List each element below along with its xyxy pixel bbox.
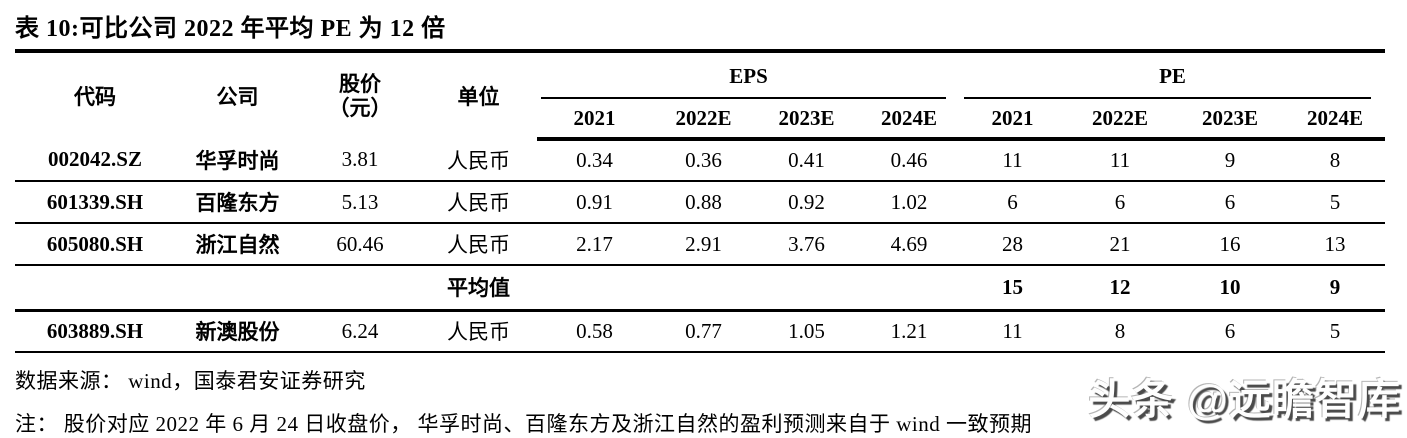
cell-eps-2021: 0.58 bbox=[537, 310, 652, 353]
cell-eps-2024E: 4.69 bbox=[858, 223, 961, 266]
cell-pe-2024E: 5 bbox=[1285, 181, 1386, 224]
cell-company: 百隆东方 bbox=[175, 181, 300, 224]
cell-company bbox=[175, 265, 300, 312]
pe-year-2023e: 2023E bbox=[1175, 99, 1286, 141]
cell-price: 5.13 bbox=[300, 181, 420, 224]
col-header-unit: 单位 bbox=[457, 85, 500, 109]
cell-eps-2022E: 0.36 bbox=[652, 139, 755, 182]
cell-pe-2021: 15 bbox=[960, 265, 1066, 312]
cell-unit: 人民币 bbox=[420, 181, 537, 224]
cell-unit: 人民币 bbox=[420, 223, 537, 266]
cell-price: 6.24 bbox=[300, 310, 420, 353]
cell-eps-2024E: 1.02 bbox=[858, 181, 961, 224]
cell-eps-2023E: 1.05 bbox=[755, 310, 858, 353]
col-header-price-line2: （元） bbox=[328, 96, 392, 120]
cell-code: 605080.SH bbox=[15, 223, 175, 266]
cell-pe-2023E: 6 bbox=[1175, 181, 1286, 224]
cell-pe-2023E: 9 bbox=[1175, 139, 1286, 182]
table-row: 605080.SH 浙江自然 60.46 人民币 2.17 2.91 3.76 4.69 28 2… bbox=[15, 223, 1386, 266]
group-header-eps: EPS bbox=[537, 51, 960, 99]
table-body: 002042.SZ 华孚时尚 3.81 人民币 0.34 0.36 0.41 0.46 11 11… bbox=[15, 139, 1386, 353]
header-group-row: 代码 公司 股价 （元） 单位 EPS PE bbox=[15, 51, 1385, 120]
cell-code bbox=[15, 265, 175, 312]
cell-eps-2022E: 0.77 bbox=[652, 310, 755, 353]
cell-pe-2024E: 5 bbox=[1285, 310, 1386, 353]
table-row: 002042.SZ 华孚时尚 3.81 人民币 0.34 0.36 0.41 0.46 11 11… bbox=[15, 139, 1386, 182]
cell-eps-2021: 0.34 bbox=[537, 139, 652, 182]
cell-eps-2023E: 0.41 bbox=[755, 139, 858, 182]
cell-pe-2023E: 16 bbox=[1175, 223, 1286, 266]
cell-pe-2024E: 13 bbox=[1285, 223, 1386, 266]
cell-price: 3.81 bbox=[300, 139, 420, 182]
cell-code: 002042.SZ bbox=[15, 139, 175, 182]
cell-price bbox=[300, 265, 420, 312]
cell-pe-2022E: 11 bbox=[1065, 139, 1176, 182]
cell-pe-2023E: 10 bbox=[1175, 265, 1286, 312]
cell-eps-2023E: 3.76 bbox=[755, 223, 858, 266]
group-header-pe: PE bbox=[960, 51, 1385, 99]
data-source-text: 数据来源： wind，国泰君安证券研究 bbox=[15, 369, 366, 393]
average-row: 平均值 15 12 10 9 bbox=[15, 265, 1386, 312]
pe-year-2021: 2021 bbox=[960, 99, 1066, 141]
col-header-price: 股价 （元） bbox=[300, 51, 420, 139]
cell-unit: 人民币 bbox=[420, 310, 537, 353]
cell-unit: 人民币 bbox=[420, 139, 537, 182]
cell-company: 华孚时尚 bbox=[175, 139, 300, 182]
cell-pe-2021: 11 bbox=[960, 139, 1066, 182]
cell-eps-2022E: 0.88 bbox=[652, 181, 755, 224]
eps-year-2021: 2021 bbox=[537, 99, 652, 141]
cell-pe-2021: 28 bbox=[960, 223, 1066, 266]
cell-eps-2022E: 2.91 bbox=[652, 223, 755, 266]
cell-pe-2024E: 8 bbox=[1285, 139, 1386, 182]
table-title: 表 10:可比公司 2022 年平均 PE 为 12 倍 bbox=[15, 16, 446, 42]
cell-pe-2022E: 21 bbox=[1065, 223, 1176, 266]
cell-pe-2021: 6 bbox=[960, 181, 1066, 224]
pe-year-2022e: 2022E bbox=[1065, 99, 1176, 141]
pe-year-2024e: 2024E bbox=[1285, 99, 1386, 141]
cell-company: 浙江自然 bbox=[175, 223, 300, 266]
cell-eps-2021: 0.91 bbox=[537, 181, 652, 224]
cell-eps-2024E bbox=[858, 265, 961, 312]
eps-year-2022e: 2022E bbox=[652, 99, 755, 141]
col-header-code: 代码 bbox=[74, 85, 116, 109]
comparable-companies-table: 代码 公司 股价 （元） 单位 EPS PE 2021 2022E 2023E … bbox=[15, 49, 1386, 353]
cell-pe-2023E: 6 bbox=[1175, 310, 1286, 353]
col-header-company: 公司 bbox=[216, 85, 259, 109]
cell-code: 603889.SH bbox=[15, 310, 175, 353]
cell-price: 60.46 bbox=[300, 223, 420, 266]
cell-pe-2021: 11 bbox=[960, 310, 1066, 353]
header-year-row: 2021 2022E 2023E 2024E 2021 2022E 2023E … bbox=[15, 99, 1386, 141]
table-row: 601339.SH 百隆东方 5.13 人民币 0.91 0.88 0.92 1.02 6 6 6 5 bbox=[15, 181, 1386, 224]
eps-year-2024e: 2024E bbox=[858, 99, 961, 141]
col-header-price-line1: 股价 bbox=[339, 71, 381, 96]
cell-pe-2022E: 8 bbox=[1065, 310, 1176, 353]
eps-year-2023e: 2023E bbox=[755, 99, 858, 141]
report-page: 表 10:可比公司 2022 年平均 PE 为 12 倍 代码 公司 股价 （元… bbox=[15, 8, 1387, 438]
watermark-text: 头条 @远瞻智库 bbox=[1088, 376, 1401, 423]
cell-eps-2023E: 0.92 bbox=[755, 181, 858, 224]
cell-pe-2022E: 6 bbox=[1065, 181, 1176, 224]
cell-eps-2022E bbox=[652, 265, 755, 312]
cell-eps-2024E: 0.46 bbox=[858, 139, 961, 182]
cell-pe-2024E: 9 bbox=[1285, 265, 1386, 312]
cell-unit: 平均值 bbox=[420, 265, 537, 312]
cell-eps-2023E bbox=[755, 265, 858, 312]
cell-code: 601339.SH bbox=[15, 181, 175, 224]
cell-eps-2021 bbox=[537, 265, 652, 312]
table-row: 603889.SH 新澳股份 6.24 人民币 0.58 0.77 1.05 1.21 11 8 6… bbox=[15, 310, 1386, 353]
cell-company: 新澳股份 bbox=[175, 310, 300, 353]
cell-pe-2022E: 12 bbox=[1065, 265, 1176, 312]
cell-eps-2024E: 1.21 bbox=[858, 310, 961, 353]
cell-eps-2021: 2.17 bbox=[537, 223, 652, 266]
